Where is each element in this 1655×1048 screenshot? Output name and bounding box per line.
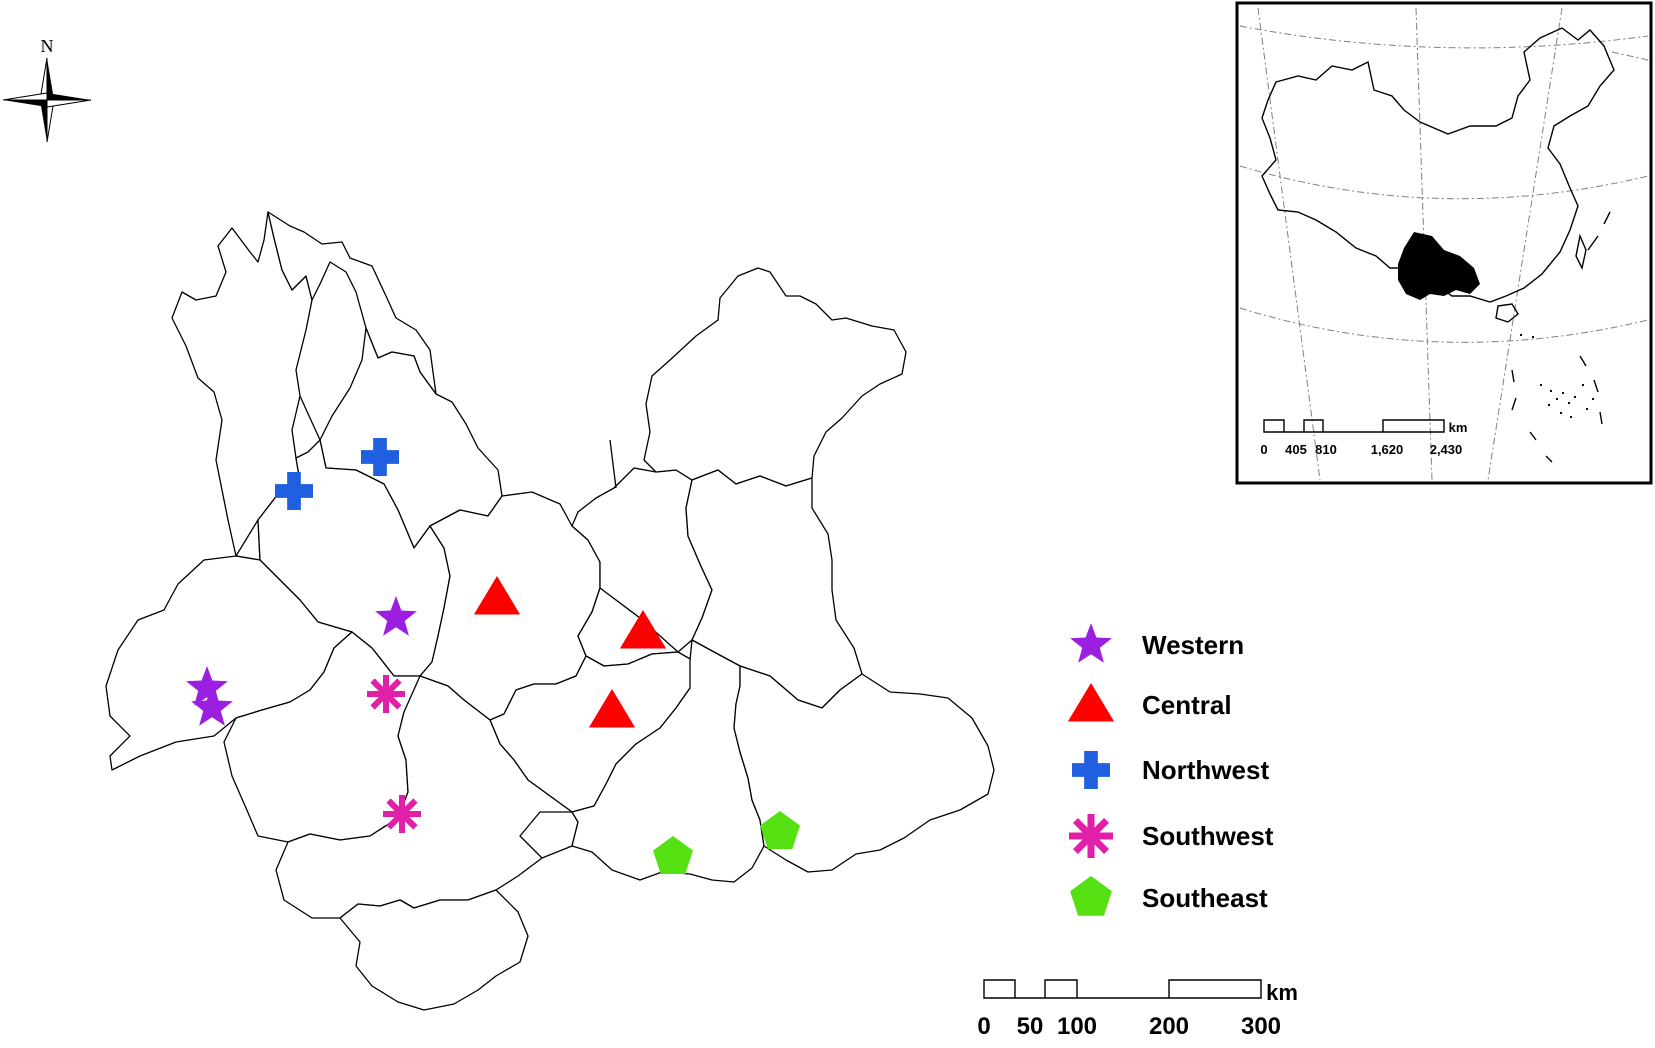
legend-label-southeast: Southeast [1142, 883, 1268, 913]
site-marker-southeast-e2 [760, 811, 800, 849]
region-baoshan [105, 555, 353, 771]
site-marker-western-w3 [191, 686, 233, 726]
scale-bar: km 0 50 100 200 300 [977, 979, 1298, 1040]
site-marker-central-c2 [619, 610, 667, 649]
inset-scale-unit: km [1449, 420, 1468, 435]
inset-scale-tick-1620: 1,620 [1371, 442, 1404, 457]
legend-label-northwest: Northwest [1142, 755, 1269, 785]
site-marker-northwest-n2 [275, 472, 313, 510]
legend: Western Central Northwest Southwest Southeas… [1067, 623, 1274, 916]
inset-south-china-sea-islands [1520, 334, 1594, 418]
north-arrow: N [2, 36, 92, 143]
region-borders-inner [235, 395, 679, 859]
inset-scale-bar-line [1263, 419, 1445, 433]
site-marker-southwest-s2 [383, 795, 421, 833]
site-marker-southeast-e1 [653, 836, 693, 874]
scale-tick-200: 200 [1149, 1013, 1189, 1040]
inset-graticule [1239, 7, 1649, 481]
site-marker-northwest-n1 [361, 438, 399, 476]
north-arrow-label: N [41, 36, 54, 56]
scale-bar-line [983, 979, 1262, 999]
site-marker-western-w1 [375, 596, 417, 636]
province-map [105, 211, 995, 1011]
inset-map: km 0 405 810 1,620 2,430 [1235, 1, 1653, 485]
inset-china-outline [1261, 27, 1615, 303]
scale-tick-0: 0 [977, 1013, 990, 1040]
site-marker-southwest-s1 [367, 675, 405, 713]
region-xishuangbanna [339, 889, 529, 1011]
region-wenshan [733, 665, 995, 873]
scale-tick-50: 50 [1017, 1013, 1044, 1040]
inset-yunnan-highlight [1398, 232, 1480, 300]
scale-tick-100: 100 [1057, 1013, 1097, 1040]
site-marker-central-c1 [473, 576, 521, 615]
region-nujiang [171, 211, 313, 561]
site-markers [186, 438, 800, 874]
legend-symbol-northwest [1072, 751, 1110, 789]
inset-scale-tick-810: 810 [1315, 442, 1337, 457]
legend-symbol-central [1067, 683, 1115, 722]
inset-scale-tick-2430: 2,430 [1430, 442, 1463, 457]
legend-symbol-western [1070, 623, 1112, 663]
inset-scale-tick-0: 0 [1260, 442, 1267, 457]
inset-hainan [1495, 303, 1519, 323]
site-marker-western-w2 [186, 666, 228, 706]
legend-symbol-southeast [1070, 876, 1112, 916]
inset-frame [1235, 1, 1653, 485]
region-zhaotong [643, 267, 907, 487]
scale-bar-unit: km [1266, 980, 1298, 1005]
region-qujing [685, 469, 863, 709]
scale-tick-300: 300 [1241, 1013, 1281, 1040]
inset-dashed-boundary [1511, 211, 1611, 463]
inset-taiwan [1575, 233, 1587, 271]
legend-label-central: Central [1142, 690, 1232, 720]
legend-symbol-southwest [1069, 814, 1113, 858]
site-marker-central-c3 [588, 689, 636, 728]
inset-scale-tick-405: 405 [1285, 442, 1307, 457]
legend-label-western: Western [1142, 630, 1244, 660]
legend-label-southwest: Southwest [1142, 821, 1274, 851]
